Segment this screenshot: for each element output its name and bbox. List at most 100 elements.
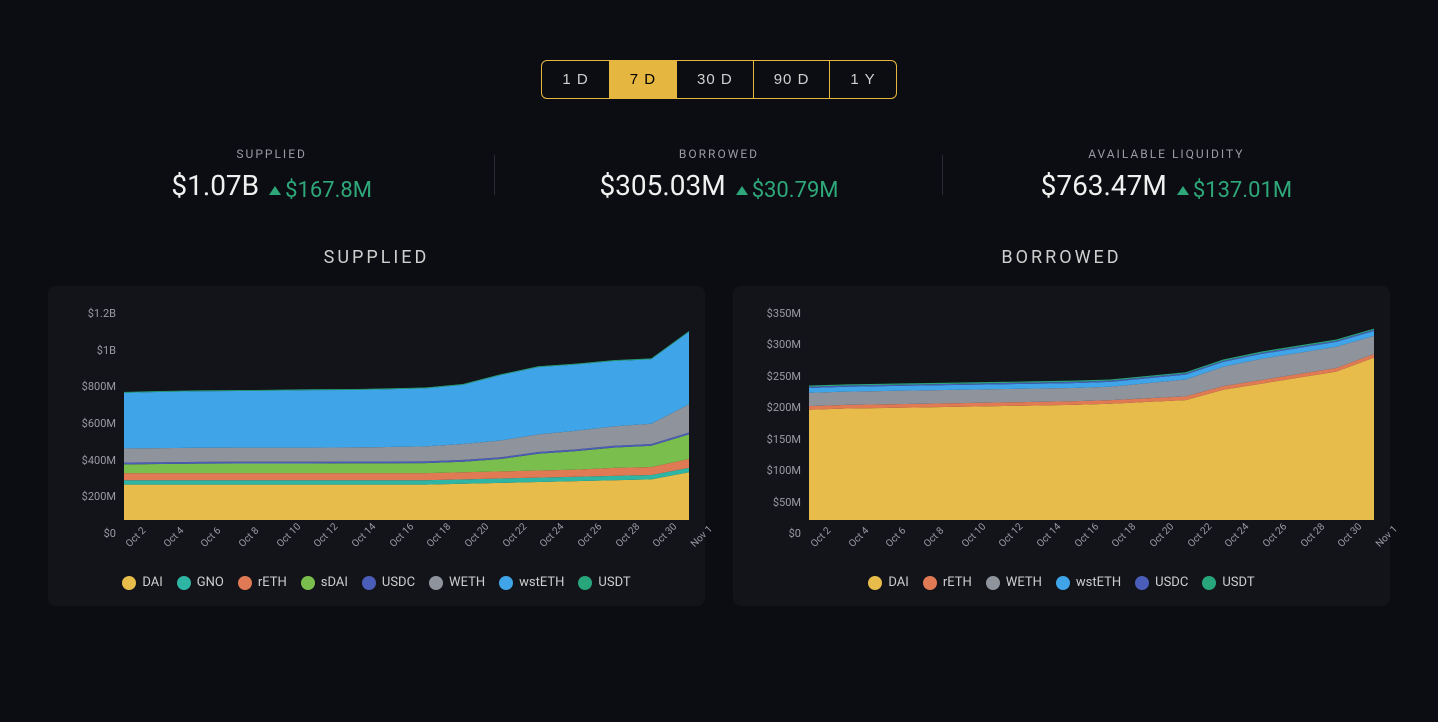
supplied-chart-title: SUPPLIED bbox=[48, 247, 705, 268]
stat-delta: $137.01M bbox=[1177, 178, 1292, 203]
legend-item-wsteth[interactable]: wstETH bbox=[1056, 575, 1121, 590]
x-tick: Oct 2 bbox=[124, 542, 132, 550]
y-tick: $800M bbox=[64, 381, 122, 392]
stat-delta: $30.79M bbox=[736, 178, 839, 203]
x-tick: Oct 10 bbox=[960, 542, 968, 550]
legend-swatch-icon bbox=[499, 576, 513, 590]
legend-item-usdc[interactable]: USDC bbox=[1135, 575, 1188, 590]
y-axis: $350M$300M$250M$200M$150M$100M$50M$0 bbox=[749, 308, 807, 539]
legend-swatch-icon bbox=[238, 576, 252, 590]
legend-item-reth[interactable]: rETH bbox=[923, 575, 972, 590]
stat-borrowed: BORROWED $305.03M $30.79M bbox=[495, 147, 942, 203]
x-tick: Oct 8 bbox=[237, 542, 245, 550]
time-btn-1d[interactable]: 1 D bbox=[542, 61, 609, 98]
x-tick: Oct 12 bbox=[997, 542, 1005, 550]
plot-area bbox=[124, 308, 689, 520]
x-tick: Oct 22 bbox=[501, 542, 509, 550]
x-tick: Oct 30 bbox=[1336, 542, 1344, 550]
x-tick: Oct 28 bbox=[1299, 542, 1307, 550]
legend-item-weth[interactable]: WETH bbox=[429, 575, 485, 590]
borrowed-chart-card: $350M$300M$250M$200M$150M$100M$50M$0Oct … bbox=[733, 286, 1390, 606]
x-tick: Oct 12 bbox=[312, 542, 320, 550]
stat-value: $1.07B bbox=[171, 169, 259, 202]
legend-item-weth[interactable]: WETH bbox=[986, 575, 1042, 590]
x-tick: Oct 16 bbox=[388, 542, 396, 550]
x-tick: Oct 30 bbox=[651, 542, 659, 550]
caret-up-icon bbox=[269, 186, 281, 195]
stat-available-liquidity: AVAILABLE LIQUIDITY$763.47M$137.01M bbox=[943, 147, 1390, 203]
stat-label: SUPPLIED bbox=[48, 147, 495, 161]
legend-swatch-icon bbox=[362, 576, 376, 590]
legend-label: rETH bbox=[943, 575, 972, 590]
x-tick: Oct 20 bbox=[1148, 542, 1156, 550]
stat-supplied: SUPPLIED$1.07B$167.8M bbox=[48, 147, 495, 203]
x-tick: Oct 2 bbox=[809, 542, 817, 550]
legend-label: WETH bbox=[1006, 575, 1042, 590]
x-tick: Oct 18 bbox=[425, 542, 433, 550]
legend-swatch-icon bbox=[429, 576, 443, 590]
borrowed-chart-wrap: BORROWED $350M$300M$250M$200M$150M$100M$… bbox=[733, 247, 1390, 606]
legend-item-reth[interactable]: rETH bbox=[238, 575, 287, 590]
legend-item-usdc[interactable]: USDC bbox=[362, 575, 415, 590]
x-tick: Oct 4 bbox=[162, 542, 170, 550]
legend-swatch-icon bbox=[1135, 576, 1149, 590]
x-tick: Oct 14 bbox=[1035, 542, 1043, 550]
legend-item-dai[interactable]: DAI bbox=[868, 575, 908, 590]
caret-up-icon bbox=[736, 186, 748, 195]
legend-swatch-icon bbox=[868, 576, 882, 590]
y-tick: $250M bbox=[749, 371, 807, 382]
stats-row: SUPPLIED$1.07B$167.8MBORROWED$305.03M$30… bbox=[48, 147, 1390, 203]
legend-item-usdt[interactable]: USDT bbox=[578, 575, 630, 590]
charts-row: SUPPLIED $1.2B$1B$800M$600M$400M$200M$0O… bbox=[48, 247, 1390, 606]
borrowed-legend: DAI rETH WETH wstETH USDC USDT bbox=[749, 575, 1374, 590]
x-tick: Oct 22 bbox=[1186, 542, 1194, 550]
y-tick: $400M bbox=[64, 455, 122, 466]
x-tick: Oct 28 bbox=[614, 542, 622, 550]
time-btn-1y[interactable]: 1 Y bbox=[830, 61, 895, 98]
legend-swatch-icon bbox=[1056, 576, 1070, 590]
supplied-chart-card: $1.2B$1B$800M$600M$400M$200M$0Oct 2Oct 4… bbox=[48, 286, 705, 606]
legend-label: wstETH bbox=[519, 575, 564, 590]
x-tick: Oct 6 bbox=[884, 542, 892, 550]
legend-swatch-icon bbox=[923, 576, 937, 590]
x-tick: Oct 24 bbox=[538, 542, 546, 550]
y-tick: $0 bbox=[64, 528, 122, 539]
legend-label: USDC bbox=[1155, 575, 1188, 590]
plot-area bbox=[809, 308, 1374, 520]
y-tick: $200M bbox=[64, 491, 122, 502]
legend-label: sDAI bbox=[321, 575, 348, 590]
y-tick: $300M bbox=[749, 339, 807, 350]
x-tick: Oct 18 bbox=[1110, 542, 1118, 550]
x-tick: Oct 8 bbox=[922, 542, 930, 550]
time-btn-7d[interactable]: 7 D bbox=[610, 61, 677, 98]
legend-label: DAI bbox=[888, 575, 908, 590]
x-tick: Oct 24 bbox=[1223, 542, 1231, 550]
y-axis: $1.2B$1B$800M$600M$400M$200M$0 bbox=[64, 308, 122, 539]
x-tick: Oct 16 bbox=[1073, 542, 1081, 550]
time-btn-90d[interactable]: 90 D bbox=[754, 61, 831, 98]
x-axis: Oct 2Oct 4Oct 6Oct 8Oct 10Oct 12Oct 14Oc… bbox=[809, 528, 1374, 539]
x-tick: Oct 4 bbox=[847, 542, 855, 550]
x-axis: Oct 2Oct 4Oct 6Oct 8Oct 10Oct 12Oct 14Oc… bbox=[124, 528, 689, 539]
legend-item-gno[interactable]: GNO bbox=[177, 575, 224, 590]
legend-swatch-icon bbox=[177, 576, 191, 590]
legend-swatch-icon bbox=[122, 576, 136, 590]
x-tick: Oct 26 bbox=[1261, 542, 1269, 550]
legend-swatch-icon bbox=[578, 576, 592, 590]
stat-label: BORROWED bbox=[495, 147, 942, 161]
y-tick: $600M bbox=[64, 418, 122, 429]
stat-value: $305.03M bbox=[599, 169, 725, 202]
legend-item-dai[interactable]: DAI bbox=[122, 575, 162, 590]
legend-label: USDT bbox=[598, 575, 630, 590]
legend-label: wstETH bbox=[1076, 575, 1121, 590]
legend-item-sdai[interactable]: sDAI bbox=[301, 575, 348, 590]
time-btn-30d[interactable]: 30 D bbox=[677, 61, 754, 98]
y-tick: $200M bbox=[749, 402, 807, 413]
caret-up-icon bbox=[1177, 186, 1189, 195]
legend-label: rETH bbox=[258, 575, 287, 590]
y-tick: $1B bbox=[64, 345, 122, 356]
y-tick: $0 bbox=[749, 528, 807, 539]
legend-item-usdt[interactable]: USDT bbox=[1202, 575, 1254, 590]
legend-item-wsteth[interactable]: wstETH bbox=[499, 575, 564, 590]
x-tick: Oct 6 bbox=[199, 542, 207, 550]
